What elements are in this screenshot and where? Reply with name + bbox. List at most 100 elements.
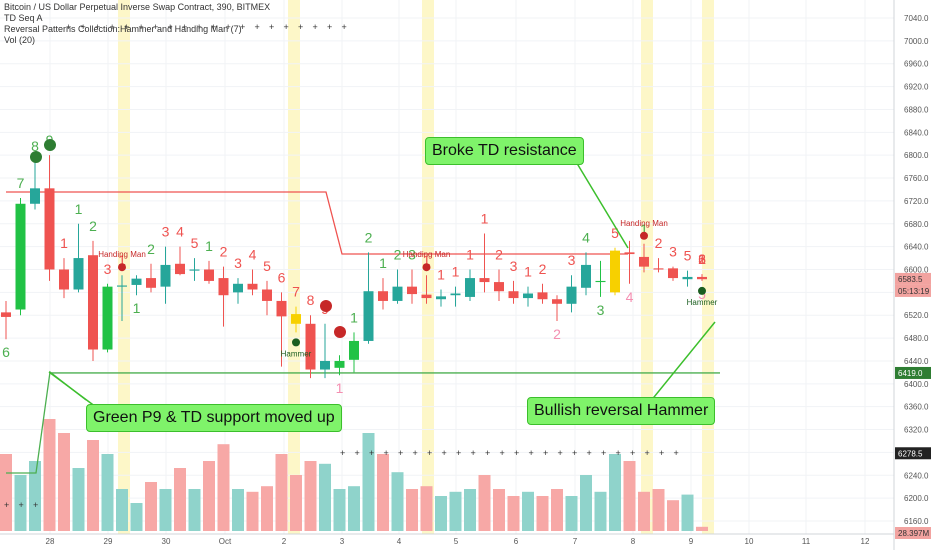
td-count-label: 3 — [698, 251, 706, 267]
annotation-connector — [649, 321, 716, 403]
volume-bar — [290, 475, 302, 531]
last-price-label-bg — [895, 272, 931, 285]
time-tick-label: 8 — [631, 537, 636, 546]
td-count-label: 6 — [698, 251, 706, 267]
td-count-label: 8 — [31, 138, 39, 154]
volume-bar — [478, 475, 491, 531]
td-dot: + — [110, 22, 115, 32]
candle-body — [218, 278, 229, 296]
volume-bar — [565, 496, 578, 531]
td-dot: + — [558, 448, 563, 458]
candle-body — [624, 252, 635, 255]
candle-body — [378, 291, 388, 301]
candle-body — [305, 323, 316, 370]
hanging-man-marker — [422, 263, 431, 272]
td-count-label: 1 — [437, 267, 445, 283]
volume-bar — [217, 444, 230, 531]
dots-price-label: 6278.5 — [898, 449, 923, 458]
td-dot: + — [398, 448, 403, 458]
candle-body — [1, 312, 11, 317]
indicator-volume: Vol (20) — [4, 35, 36, 45]
candle-body — [44, 188, 55, 270]
td-count-label: 5 — [611, 225, 619, 241]
td-dot: + — [456, 448, 461, 458]
candle-body — [334, 360, 345, 368]
last-price-label: 6583.5 — [898, 275, 923, 284]
volume-bar — [377, 454, 389, 531]
indicator-reversal-patterns: Reversal Patterns Collection:Hammer and … — [4, 24, 242, 34]
td-dot: + — [601, 448, 606, 458]
candle-body — [581, 264, 591, 288]
candle-body — [392, 286, 403, 301]
dots-price-label-bg — [895, 447, 931, 460]
volume-label: 28.397M — [898, 529, 929, 538]
td-perfect-badge — [334, 326, 346, 338]
price-tick-label: 6360.0 — [904, 403, 929, 412]
td-perfect-badge — [30, 151, 42, 163]
volume-bar — [72, 468, 85, 531]
candle-body — [363, 291, 374, 341]
td-count-label: 2 — [89, 218, 97, 234]
hammer-label: Hammer — [281, 349, 312, 358]
time-tick-label: 5 — [454, 537, 459, 546]
td-perfect-badge — [320, 300, 332, 312]
price-tick-label: 6760.0 — [904, 174, 929, 183]
candle-body — [204, 269, 214, 281]
td-dot: + — [485, 448, 490, 458]
td-dot: + — [645, 448, 650, 458]
td-dot: + — [442, 448, 447, 458]
time-tick-label: 3 — [340, 537, 345, 546]
candle-body — [291, 314, 301, 324]
candle-body — [523, 293, 533, 299]
td-dot: + — [81, 22, 86, 32]
volume-bar — [130, 503, 143, 531]
volume-bar — [275, 454, 288, 531]
price-tick-label: 6320.0 — [904, 426, 929, 435]
td-count-label: 2 — [147, 241, 155, 257]
td-dot: + — [255, 22, 260, 32]
annotation-connector — [574, 159, 629, 249]
volume-bar — [667, 500, 679, 531]
volume-bar — [580, 475, 592, 531]
candle-body — [320, 360, 330, 370]
volume-bar — [0, 454, 12, 531]
candle-body — [146, 278, 156, 288]
candle-body — [131, 278, 142, 285]
td-count-label: 1 — [336, 380, 344, 396]
td-count-label: 1 — [60, 235, 68, 251]
price-tick-label: 6800.0 — [904, 151, 929, 160]
candle-body — [117, 285, 127, 287]
annotation-broke-resistance: Broke TD resistance — [425, 137, 584, 165]
hanging-man-marker — [118, 263, 126, 272]
td-count-label: 3 — [568, 252, 576, 268]
td-dot: + — [240, 22, 245, 32]
candle-body — [88, 255, 98, 350]
volume-bar — [464, 489, 476, 531]
candle-body — [508, 291, 519, 299]
volume-bar — [29, 461, 41, 531]
td-dot: + — [269, 22, 274, 32]
candle-body — [59, 269, 69, 290]
volume-bar — [391, 472, 404, 531]
volume-bar — [87, 440, 99, 531]
candle-body — [610, 250, 620, 293]
td-count-label: 1 — [452, 264, 460, 280]
candle-body — [537, 292, 548, 300]
candle-body — [276, 300, 287, 317]
volume-bar — [507, 496, 520, 531]
price-tick-label: 7000.0 — [904, 37, 929, 46]
td-count-label: 3 — [234, 255, 242, 271]
td-count-label: 6 — [278, 269, 286, 285]
hammer-label: Hammer — [687, 298, 718, 307]
td-dot: + — [197, 22, 202, 32]
hanging-man-label: Handing Man — [403, 250, 451, 259]
td-dot: + — [630, 448, 635, 458]
support-price-label: 6419.0 — [898, 369, 923, 378]
candle-body — [639, 256, 649, 267]
countdown-label: 05:13:19 — [898, 287, 930, 296]
candle-body — [189, 269, 200, 271]
price-tick-label: 6640.0 — [904, 243, 929, 252]
volume-bar — [58, 433, 70, 531]
candle-body — [407, 286, 417, 295]
